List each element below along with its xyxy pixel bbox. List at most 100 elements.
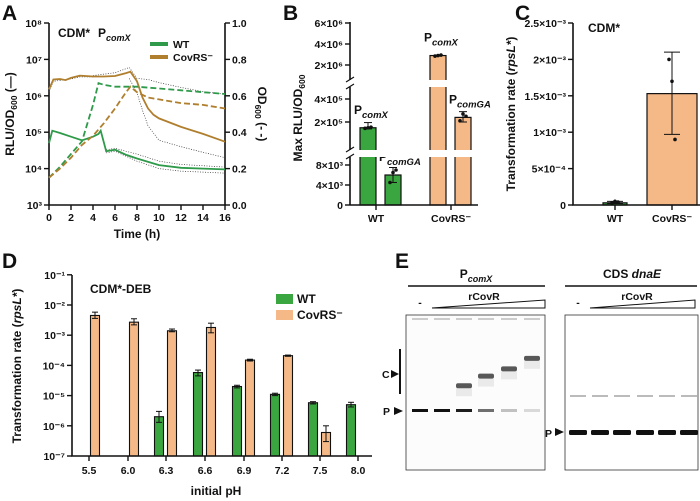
panel-d-ylabel: Transformation rate (rpsL*) xyxy=(10,289,24,444)
axis-break-gap xyxy=(351,80,476,87)
data-point xyxy=(616,200,620,204)
x-tick-label: 0 xyxy=(46,212,52,224)
x-tick-label: CovRS⁻ xyxy=(431,213,471,225)
data-point xyxy=(461,112,465,116)
y-tick-label: 2×10⁻³ xyxy=(533,54,566,66)
complex-band xyxy=(456,383,472,389)
x-tick-label: CovRS⁻ xyxy=(652,213,692,225)
promoter-sub: comGA xyxy=(387,157,421,168)
series-line-covrs-solid xyxy=(48,70,226,143)
gel-left-image xyxy=(405,314,546,471)
gel-right-protein-label: rCovR xyxy=(621,291,653,303)
probe-band xyxy=(524,409,540,412)
y-tick-label-right: 0.0 xyxy=(232,200,247,212)
data-point xyxy=(388,180,392,185)
bar-covrs xyxy=(282,355,294,457)
y-tick-label-right: 1.0 xyxy=(232,18,247,30)
gel-left-protein-label: rCovR xyxy=(468,291,500,303)
bar-wt xyxy=(345,404,357,457)
panel-c-title: CDM* xyxy=(588,21,620,35)
data-point xyxy=(613,199,617,204)
well xyxy=(412,318,428,320)
y-tick-label-right: 0.8 xyxy=(232,54,247,66)
panel-letter-e: E xyxy=(395,250,409,273)
y-tick-label-left: 10⁷ xyxy=(26,54,42,66)
bar-wt xyxy=(231,385,243,457)
panel-letter-c: C xyxy=(515,2,530,25)
well xyxy=(501,318,517,320)
x-tick-label: 5.5 xyxy=(82,465,97,477)
panel-a-title: CDM* PcomX xyxy=(58,26,132,43)
y-tick-label: 10⁻² xyxy=(44,300,65,312)
bar xyxy=(359,127,377,206)
data-point xyxy=(439,53,443,57)
y-tick-label: 8×10³ xyxy=(316,160,344,172)
gel-left-neg-label: - xyxy=(418,297,422,309)
y-tick-label-left: 10⁶ xyxy=(25,91,42,103)
bar-covrs xyxy=(205,326,217,457)
probe-band xyxy=(636,430,654,435)
well xyxy=(478,318,494,320)
data-point xyxy=(458,119,462,123)
ci-band-line xyxy=(128,78,226,158)
panel-b-ylabel: Max RLU/OD600 xyxy=(291,74,307,161)
probe-arrow-icon xyxy=(394,407,403,415)
bar-covrs xyxy=(89,314,101,457)
promoter-p: P xyxy=(449,92,457,106)
legend-label-covrs: CovRS⁻ xyxy=(173,52,213,64)
panel-c-ylabel: Transformation rate (rpsL*) xyxy=(504,37,518,192)
probe-band xyxy=(658,430,676,435)
data-point xyxy=(667,57,671,62)
x-tick-label: 6.9 xyxy=(237,465,252,477)
gel-right-neg-label: - xyxy=(576,297,580,309)
faint-band xyxy=(570,395,586,397)
y-tick-label: 10⁻⁷ xyxy=(43,451,65,463)
panel-letter-b: B xyxy=(283,2,298,25)
promoter-sub: comX xyxy=(362,110,389,121)
panel-a-ylabel-right: OD600 (- -) xyxy=(253,87,269,142)
probe-marker-label-right: P xyxy=(545,428,552,440)
bar-promoter-label: PcomX xyxy=(354,103,389,121)
panel-a-axes xyxy=(48,23,226,206)
x-tick-label: 6.0 xyxy=(121,465,136,477)
gel-right-image xyxy=(564,314,699,471)
y-tick-label-right: 0.2 xyxy=(232,164,247,176)
x-tick-label: WT xyxy=(368,213,385,225)
y-tick-label: 5×10⁻⁴ xyxy=(532,164,566,176)
y-tick-label: 10⁻¹ xyxy=(44,270,65,282)
y-tick-label-right: 0.6 xyxy=(232,91,247,103)
data-point xyxy=(464,114,468,119)
y-tick-label: 6×10⁶ xyxy=(315,18,344,30)
promoter-sub: comX xyxy=(432,38,459,49)
y-tick-label: 1×10⁻³ xyxy=(533,127,566,139)
ci-band-line xyxy=(92,67,226,95)
series-line-wt-dashed xyxy=(48,81,226,179)
y-tick-label: 4×10³ xyxy=(316,180,344,192)
panel-a-ylabel-left: RLU/OD600 (—) xyxy=(3,72,19,156)
probe-marker-label: P xyxy=(383,406,390,418)
y-tick-label: 4×10⁶ xyxy=(315,39,344,51)
complex-smear xyxy=(478,378,494,387)
probe-band xyxy=(456,409,472,412)
probe-band xyxy=(569,430,587,435)
bar-wt xyxy=(307,402,319,457)
faint-band xyxy=(659,395,675,397)
y-tick-label-left: 10⁴ xyxy=(25,164,42,176)
well xyxy=(456,318,472,320)
y-tick-label-left: 10³ xyxy=(27,200,43,212)
y-tick-label-right: 0.4 xyxy=(232,127,247,139)
y-tick-label: 2×10⁶ xyxy=(315,60,344,72)
data-point xyxy=(436,53,440,58)
probe-band xyxy=(680,430,698,435)
promoter-sub: comGA xyxy=(457,99,491,110)
data-point xyxy=(673,137,677,142)
panel-d-axes xyxy=(71,275,372,457)
complex-arrow-icon xyxy=(391,370,399,378)
y-tick-label: 10⁻⁵ xyxy=(43,391,65,403)
axis-break-gap xyxy=(351,150,476,157)
y-tick-label: 4×10⁵ xyxy=(314,94,343,106)
y-tick-label-left: 10⁵ xyxy=(25,127,42,139)
panel-letter-a: A xyxy=(2,2,17,25)
panel-letter-d: D xyxy=(2,250,17,273)
